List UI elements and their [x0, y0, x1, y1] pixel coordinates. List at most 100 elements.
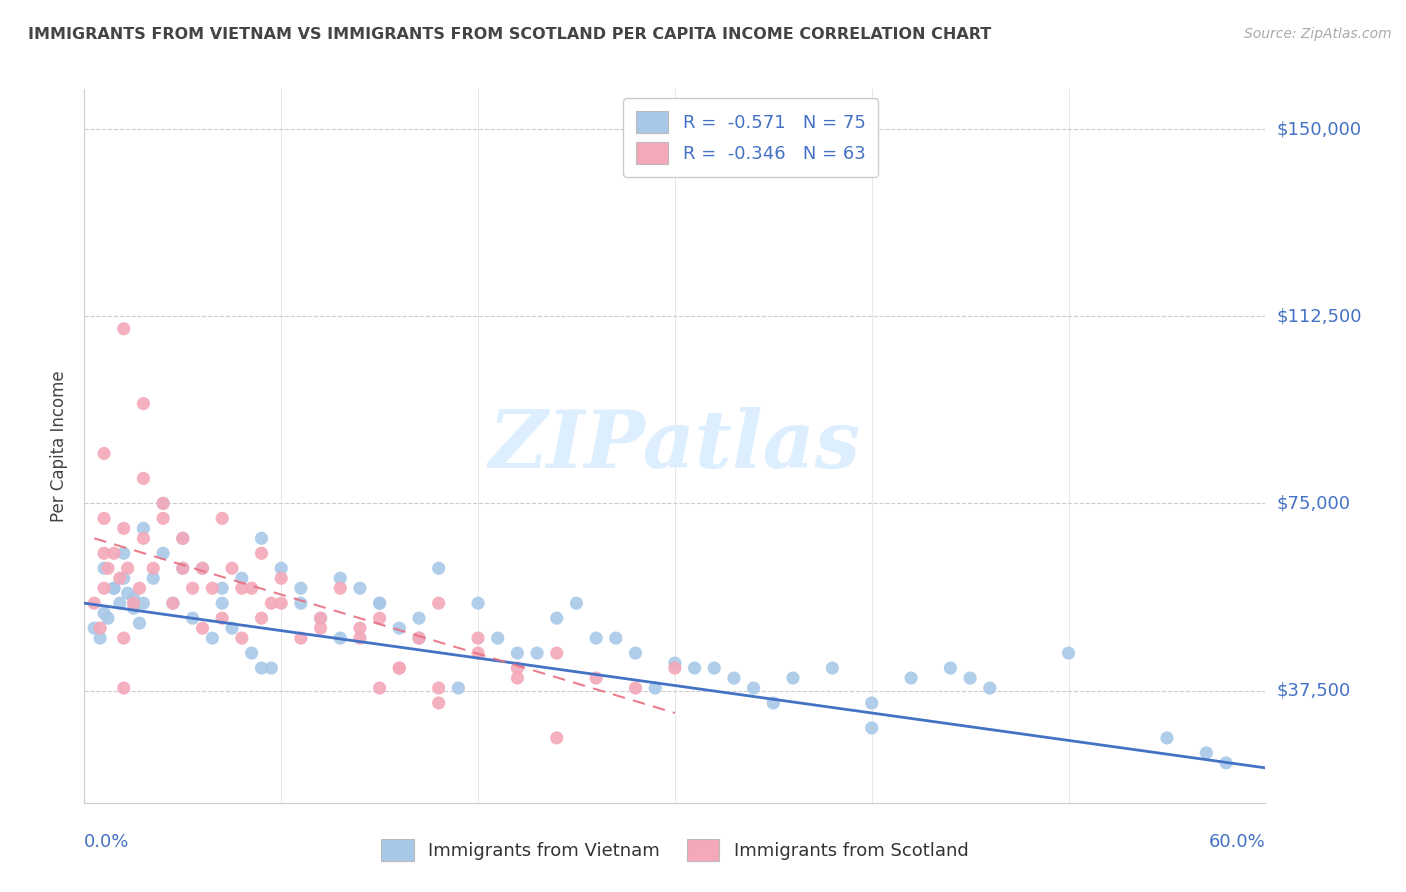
- Point: [664, 661, 686, 675]
- Point: [132, 531, 155, 545]
- Point: [117, 561, 139, 575]
- Point: [270, 561, 292, 575]
- Point: [181, 611, 204, 625]
- Point: [427, 561, 450, 575]
- Point: [172, 561, 194, 575]
- Point: [260, 596, 283, 610]
- Point: [290, 631, 312, 645]
- Point: [408, 631, 430, 645]
- Point: [231, 581, 253, 595]
- Point: [112, 322, 135, 336]
- Text: 0.0%: 0.0%: [84, 833, 129, 851]
- Point: [979, 681, 1001, 695]
- Point: [742, 681, 765, 695]
- Point: [117, 586, 139, 600]
- Point: [939, 661, 962, 675]
- Point: [723, 671, 745, 685]
- Point: [132, 471, 155, 485]
- Point: [93, 446, 115, 460]
- Point: [309, 611, 332, 625]
- Point: [211, 511, 233, 525]
- Point: [368, 681, 391, 695]
- Point: [201, 631, 224, 645]
- Point: [349, 631, 371, 645]
- Point: [103, 546, 125, 560]
- Point: [368, 611, 391, 625]
- Point: [408, 611, 430, 625]
- Point: [201, 581, 224, 595]
- Point: [368, 596, 391, 610]
- Point: [467, 596, 489, 610]
- Point: [290, 596, 312, 610]
- Text: Source: ZipAtlas.com: Source: ZipAtlas.com: [1244, 27, 1392, 41]
- Point: [388, 661, 411, 675]
- Point: [270, 571, 292, 585]
- Point: [506, 661, 529, 675]
- Text: $150,000: $150,000: [1277, 120, 1361, 138]
- Point: [97, 611, 120, 625]
- Point: [260, 661, 283, 675]
- Point: [132, 521, 155, 535]
- Point: [664, 656, 686, 670]
- Point: [860, 696, 883, 710]
- Point: [1057, 646, 1080, 660]
- Point: [108, 571, 131, 585]
- Point: [624, 646, 647, 660]
- Point: [250, 661, 273, 675]
- Point: [128, 581, 150, 595]
- Point: [486, 631, 509, 645]
- Point: [93, 581, 115, 595]
- Point: [93, 561, 115, 575]
- Point: [191, 621, 214, 635]
- Point: [250, 531, 273, 545]
- Point: [172, 561, 194, 575]
- Point: [644, 681, 666, 695]
- Point: [211, 581, 233, 595]
- Point: [427, 681, 450, 695]
- Point: [860, 721, 883, 735]
- Point: [467, 631, 489, 645]
- Point: [408, 631, 430, 645]
- Point: [152, 546, 174, 560]
- Point: [900, 671, 922, 685]
- Point: [83, 621, 105, 635]
- Text: $37,500: $37,500: [1277, 681, 1351, 699]
- Y-axis label: Per Capita Income: Per Capita Income: [51, 370, 69, 522]
- Point: [447, 681, 470, 695]
- Point: [211, 596, 233, 610]
- Point: [162, 596, 184, 610]
- Point: [103, 581, 125, 595]
- Point: [221, 621, 243, 635]
- Point: [83, 596, 105, 610]
- Point: [89, 621, 111, 635]
- Point: [112, 546, 135, 560]
- Point: [1215, 756, 1237, 770]
- Point: [349, 581, 371, 595]
- Point: [152, 511, 174, 525]
- Point: [526, 646, 548, 660]
- Point: [309, 621, 332, 635]
- Point: [703, 661, 725, 675]
- Point: [270, 596, 292, 610]
- Point: [112, 521, 135, 535]
- Point: [1195, 746, 1218, 760]
- Point: [93, 606, 115, 620]
- Point: [172, 531, 194, 545]
- Point: [329, 571, 352, 585]
- Point: [546, 731, 568, 745]
- Point: [427, 596, 450, 610]
- Text: $75,000: $75,000: [1277, 494, 1351, 512]
- Point: [624, 681, 647, 695]
- Point: [122, 596, 145, 610]
- Point: [683, 661, 706, 675]
- Point: [368, 596, 391, 610]
- Point: [122, 591, 145, 606]
- Point: [565, 596, 588, 610]
- Point: [191, 561, 214, 575]
- Point: [388, 661, 411, 675]
- Legend: Immigrants from Vietnam, Immigrants from Scotland: Immigrants from Vietnam, Immigrants from…: [370, 829, 980, 872]
- Point: [152, 496, 174, 510]
- Point: [93, 511, 115, 525]
- Point: [329, 581, 352, 595]
- Point: [250, 611, 273, 625]
